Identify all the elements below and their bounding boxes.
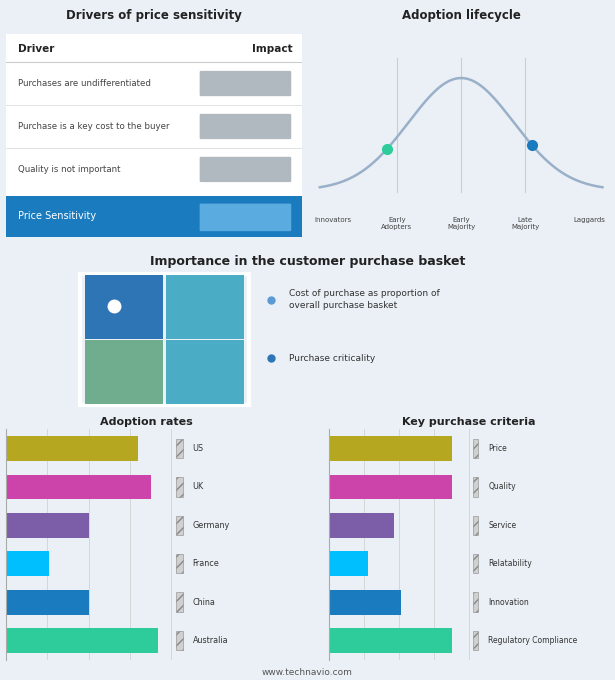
Bar: [80, 274, 249, 405]
Bar: [176, 439, 183, 458]
Bar: [6, 35, 301, 237]
Text: UK: UK: [192, 483, 204, 492]
Bar: [6, 551, 49, 576]
Text: Quality: Quality: [488, 483, 516, 492]
Bar: [473, 631, 478, 650]
Bar: [6, 196, 301, 237]
Bar: [328, 590, 402, 615]
Bar: [473, 515, 478, 535]
FancyBboxPatch shape: [200, 114, 292, 139]
Text: Impact: Impact: [252, 44, 293, 54]
Bar: [6, 475, 151, 499]
Bar: [6, 436, 138, 461]
Text: Importance in the customer purchase basket: Importance in the customer purchase bask…: [150, 254, 465, 267]
Text: Drivers of price sensitivity: Drivers of price sensitivity: [66, 9, 242, 22]
Text: US: US: [192, 444, 204, 453]
Bar: [328, 551, 368, 576]
Text: Purchase is a key cost to the buyer: Purchase is a key cost to the buyer: [18, 122, 170, 131]
Bar: [84, 340, 163, 403]
Text: Purchases are undifferentiated: Purchases are undifferentiated: [18, 79, 151, 88]
Bar: [6, 590, 89, 615]
Bar: [166, 275, 244, 339]
Bar: [328, 436, 452, 461]
Bar: [473, 554, 478, 573]
Bar: [6, 628, 158, 653]
Text: Innovation: Innovation: [488, 598, 529, 607]
Text: Germany: Germany: [192, 521, 230, 530]
Text: Service: Service: [488, 521, 517, 530]
FancyBboxPatch shape: [200, 157, 292, 182]
Bar: [166, 340, 244, 403]
Text: France: France: [192, 559, 219, 568]
Text: Quality is not important: Quality is not important: [18, 165, 121, 174]
Text: www.technavio.com: www.technavio.com: [262, 668, 353, 677]
Bar: [328, 513, 394, 538]
Bar: [176, 554, 183, 573]
Bar: [473, 439, 478, 458]
Text: Price Sensitivity: Price Sensitivity: [18, 211, 96, 221]
Text: Price: Price: [488, 444, 507, 453]
Bar: [176, 631, 183, 650]
Title: Adoption rates: Adoption rates: [100, 418, 192, 427]
Text: Regulatory Compliance: Regulatory Compliance: [488, 636, 577, 645]
Text: Australia: Australia: [192, 636, 228, 645]
Bar: [473, 592, 478, 611]
Text: Adoption lifecycle: Adoption lifecycle: [402, 9, 520, 22]
Bar: [6, 513, 89, 538]
Text: Driver: Driver: [18, 44, 54, 54]
FancyBboxPatch shape: [200, 71, 292, 96]
Text: Cost of purchase as proportion of
overall purchase basket: Cost of purchase as proportion of overal…: [290, 289, 440, 310]
Bar: [176, 477, 183, 496]
Bar: [328, 628, 452, 653]
Bar: [176, 515, 183, 535]
FancyBboxPatch shape: [200, 203, 292, 231]
Bar: [84, 275, 163, 339]
Text: Relatability: Relatability: [488, 559, 532, 568]
Title: Key purchase criteria: Key purchase criteria: [402, 418, 536, 427]
Text: Purchase criticality: Purchase criticality: [290, 354, 376, 363]
Text: China: China: [192, 598, 215, 607]
Bar: [176, 592, 183, 611]
Bar: [473, 477, 478, 496]
Bar: [328, 475, 452, 499]
